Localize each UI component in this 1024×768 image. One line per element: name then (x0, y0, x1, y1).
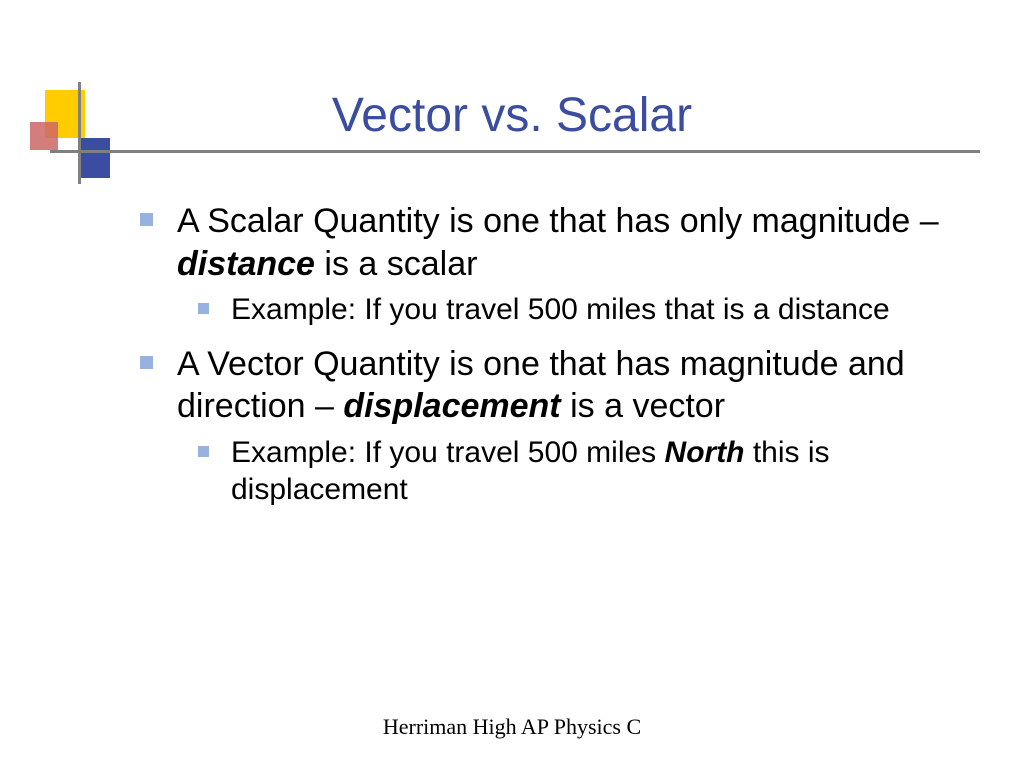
slide-body: A Scalar Quantity is one that has only m… (140, 200, 960, 523)
bullet-marker-icon (140, 213, 153, 226)
bullet-marker-icon (198, 446, 209, 457)
bullet-text: A Vector Quantity is one that has magnit… (177, 343, 960, 428)
bullet-marker-icon (198, 303, 209, 314)
bullet-text: Example: If you travel 500 miles that is… (231, 291, 890, 329)
bullet-marker-icon (140, 356, 153, 369)
bullet-level-1: A Vector Quantity is one that has magnit… (140, 343, 960, 428)
deco-blue-square (78, 138, 110, 178)
title-horizontal-line (50, 150, 980, 153)
bullet-level-2: Example: If you travel 500 miles North t… (198, 434, 960, 509)
bullet-level-1: A Scalar Quantity is one that has only m… (140, 200, 960, 285)
slide-footer: Herriman High AP Physics C (0, 714, 1024, 740)
bullet-text: A Scalar Quantity is one that has only m… (177, 200, 960, 285)
bullet-level-2: Example: If you travel 500 miles that is… (198, 291, 960, 329)
bullet-text: Example: If you travel 500 miles North t… (231, 434, 960, 509)
slide-title: Vector vs. Scalar (0, 88, 1024, 143)
